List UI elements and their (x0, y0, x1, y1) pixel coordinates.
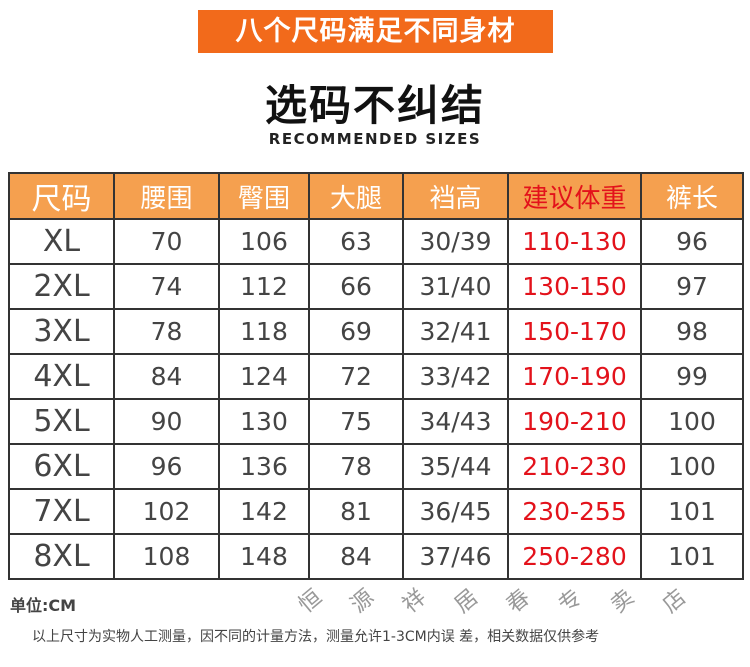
page-subtitle: RECOMMENDED SIZES (268, 130, 482, 148)
table-cell: 2XL (8, 263, 115, 310)
table-cell: 148 (218, 533, 310, 580)
table-cell: 66 (308, 263, 404, 310)
table-row: 7XL 102 142 81 36/45 230-255 101 (8, 488, 744, 535)
measurement-note: 以上尺寸为实物人工测量，因不同的计量方法，测量允许1-3CM内误 差，相关数据仅… (32, 629, 600, 645)
table-cell: 100 (640, 443, 744, 490)
table-cell: 36/45 (402, 488, 509, 535)
table-cell: 102 (113, 488, 220, 535)
size-table: 尺码 腰围 臀围 大腿 裆高 建议体重 裤长 XL 70 106 63 30/39 110-130 96… (8, 172, 744, 580)
table-row: 4XL 84 124 72 33/42 170-190 99 (8, 353, 744, 400)
table-cell: 99 (640, 353, 744, 400)
unit-label: 单位:CM (10, 596, 77, 615)
watermark-char: 源 (346, 584, 380, 619)
table-cell: 101 (640, 533, 744, 580)
table-cell: XL (8, 218, 115, 265)
banner: 八个尺码满足不同身材 (198, 10, 553, 53)
column-header: 裤长 (640, 172, 744, 220)
column-header: 大腿 (308, 172, 404, 220)
table-cell: 112 (218, 263, 310, 310)
table-cell: 3XL (8, 308, 115, 355)
table-cell: 5XL (8, 398, 115, 445)
table-cell: 97 (640, 263, 744, 310)
table-row: 5XL 90 130 75 34/43 190-210 100 (8, 398, 744, 445)
column-header: 臀围 (218, 172, 310, 220)
table-cell: 96 (113, 443, 220, 490)
table-cell: 110-130 (507, 218, 642, 265)
table-cell: 210-230 (507, 443, 642, 490)
table-cell: 96 (640, 218, 744, 265)
table-cell: 124 (218, 353, 310, 400)
table-cell: 78 (113, 308, 220, 355)
table-cell: 7XL (8, 488, 115, 535)
table-cell: 90 (113, 398, 220, 445)
table-cell: 32/41 (402, 308, 509, 355)
table-cell: 78 (308, 443, 404, 490)
table-cell: 72 (308, 353, 404, 400)
table-cell: 106 (218, 218, 310, 265)
table-cell: 190-210 (507, 398, 642, 445)
table-cell: 74 (113, 263, 220, 310)
table-cell: 37/46 (402, 533, 509, 580)
table-cell: 118 (218, 308, 310, 355)
column-header: 裆高 (402, 172, 509, 220)
table-cell: 84 (113, 353, 220, 400)
table-cell: 108 (113, 533, 220, 580)
table-cell: 75 (308, 398, 404, 445)
table-row: 6XL 96 136 78 35/44 210-230 100 (8, 443, 744, 490)
table-cell: 101 (640, 488, 744, 535)
table-cell: 142 (218, 488, 310, 535)
table-cell: 170-190 (507, 353, 642, 400)
watermark-char: 恒 (294, 584, 328, 619)
table-header: 尺码 腰围 臀围 大腿 裆高 建议体重 裤长 (8, 172, 744, 220)
table-row: 2XL 74 112 66 31/40 130-150 97 (8, 263, 744, 310)
table-row: XL 70 106 63 30/39 110-130 96 (8, 218, 744, 265)
table-row: 3XL 78 118 69 32/41 150-170 98 (8, 308, 744, 355)
page-title: 选码不纠结 (264, 81, 485, 130)
watermark-char: 祥 (398, 584, 432, 619)
table-cell: 130-150 (507, 263, 642, 310)
watermark-char: 专 (554, 584, 588, 619)
table-cell: 100 (640, 398, 744, 445)
column-header: 腰围 (113, 172, 220, 220)
watermark-char: 卖 (606, 584, 640, 619)
column-header: 建议体重 (507, 172, 642, 220)
table-cell: 150-170 (507, 308, 642, 355)
table-cell: 81 (308, 488, 404, 535)
watermark-char: 居 (450, 584, 484, 619)
table-cell: 4XL (8, 353, 115, 400)
table-cell: 250-280 (507, 533, 642, 580)
column-header: 尺码 (8, 172, 115, 220)
table-cell: 35/44 (402, 443, 509, 490)
table-cell: 130 (218, 398, 310, 445)
table-cell: 31/40 (402, 263, 509, 310)
table-cell: 230-255 (507, 488, 642, 535)
table-cell: 98 (640, 308, 744, 355)
table-cell: 84 (308, 533, 404, 580)
table-cell: 33/42 (402, 353, 509, 400)
table-cell: 136 (218, 443, 310, 490)
table-cell: 30/39 (402, 218, 509, 265)
table-cell: 8XL (8, 533, 115, 580)
table-cell: 70 (113, 218, 220, 265)
table-cell: 63 (308, 218, 404, 265)
watermark-char: 春 (502, 584, 536, 619)
table-cell: 6XL (8, 443, 115, 490)
table-cell: 34/43 (402, 398, 509, 445)
table-row: 8XL 108 148 84 37/46 250-280 101 (8, 533, 744, 580)
watermark-char: 店 (658, 584, 692, 619)
table-cell: 69 (308, 308, 404, 355)
